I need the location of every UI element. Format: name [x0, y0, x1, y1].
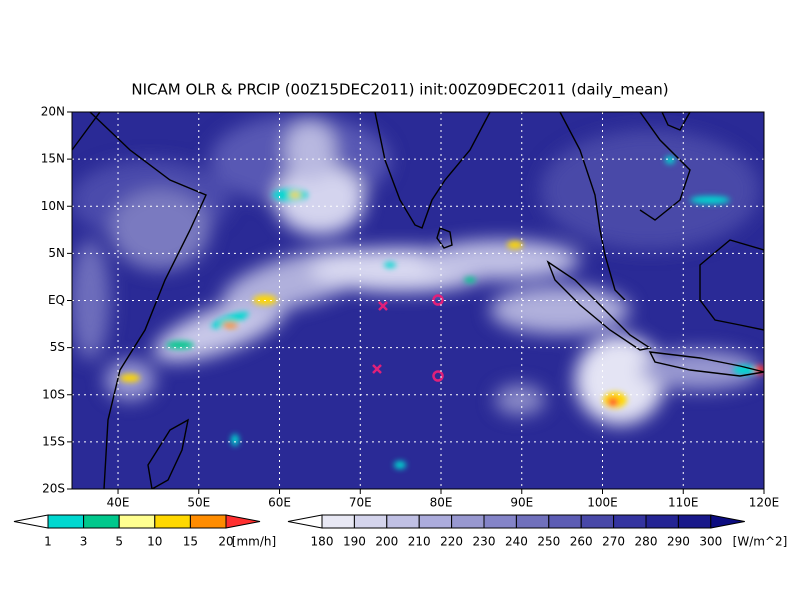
lon-tick-label: 110E — [668, 496, 699, 510]
lon-tick-label: 60E — [268, 496, 291, 510]
colorbar-label: 270 — [602, 535, 625, 549]
colorbar-arrow — [225, 514, 261, 529]
lon-tick-label: 50E — [187, 496, 210, 510]
lon-tick-label: 80E — [430, 496, 453, 510]
colorbar-box — [515, 514, 550, 529]
colorbar-label: 240 — [505, 535, 528, 549]
colorbar-box — [613, 514, 647, 529]
colorbar-box — [83, 514, 120, 529]
lat-tick-label: EQ — [48, 293, 65, 307]
colorbar-unit: [mm/h] — [232, 535, 276, 549]
lon-tick-label: 70E — [349, 496, 372, 510]
colorbar-arrow — [710, 514, 745, 529]
colorbar-label: 5 — [115, 535, 123, 549]
lon-tick-label: 90E — [510, 496, 533, 510]
colorbar-label: 200 — [375, 535, 398, 549]
lat-tick-label: 15S — [42, 434, 65, 448]
colorbar-label: 15 — [183, 535, 198, 549]
map-title: NICAM OLR & PRCIP (00Z15DEC2011) init:00… — [131, 81, 668, 100]
colorbar-label: 3 — [80, 535, 88, 549]
colorbar-label: 250 — [537, 535, 560, 549]
colorbar-label: 190 — [343, 535, 366, 549]
colorbar-unit: [W/m^2] — [733, 535, 788, 549]
lat-tick-label: 20N — [41, 105, 65, 119]
markers — [372, 294, 444, 382]
lat-tick-label: 5N — [48, 246, 65, 260]
precip-field — [120, 156, 764, 469]
colorbar-label: 260 — [570, 535, 593, 549]
grid — [72, 112, 764, 489]
colorbar-box — [483, 514, 517, 529]
lat-tick-label: 10N — [41, 199, 65, 213]
lat-tick-label: 20S — [42, 482, 65, 496]
colorbar-box — [189, 514, 227, 529]
colorbar-box — [47, 514, 85, 529]
colorbar-box — [677, 514, 712, 529]
lat-tick-label: 10S — [42, 387, 65, 401]
colorbar-box — [451, 514, 485, 529]
colorbar-label: 210 — [408, 535, 431, 549]
cloud-field — [72, 115, 760, 425]
colorbar-label: 220 — [440, 535, 463, 549]
coastlines — [72, 112, 764, 489]
colorbar-box — [353, 514, 388, 529]
colorbar-label: 20 — [218, 535, 233, 549]
colorbar-label: 180 — [311, 535, 334, 549]
colorbar-box — [118, 514, 156, 529]
colorbar-box — [321, 514, 355, 529]
lon-tick-label: 40E — [107, 496, 130, 510]
colorbar-label: 290 — [667, 535, 690, 549]
colorbar-box — [418, 514, 453, 529]
colorbar-label: 230 — [473, 535, 496, 549]
lon-tick-label: 120E — [749, 496, 780, 510]
colorbar-label: 300 — [699, 535, 722, 549]
lat-tick-label: 15N — [41, 152, 65, 166]
colorbar-box — [154, 514, 191, 529]
colorbar-label: 1 — [44, 535, 52, 549]
map-field — [72, 112, 764, 489]
lat-tick-label: 5S — [50, 340, 65, 354]
colorbar-box — [645, 514, 679, 529]
colorbar-box — [580, 514, 615, 529]
colorbar-label: 10 — [147, 535, 162, 549]
colorbar-label: 280 — [635, 535, 658, 549]
lon-tick-label: 100E — [587, 496, 618, 510]
colorbar-box — [548, 514, 582, 529]
colorbar-box — [386, 514, 420, 529]
